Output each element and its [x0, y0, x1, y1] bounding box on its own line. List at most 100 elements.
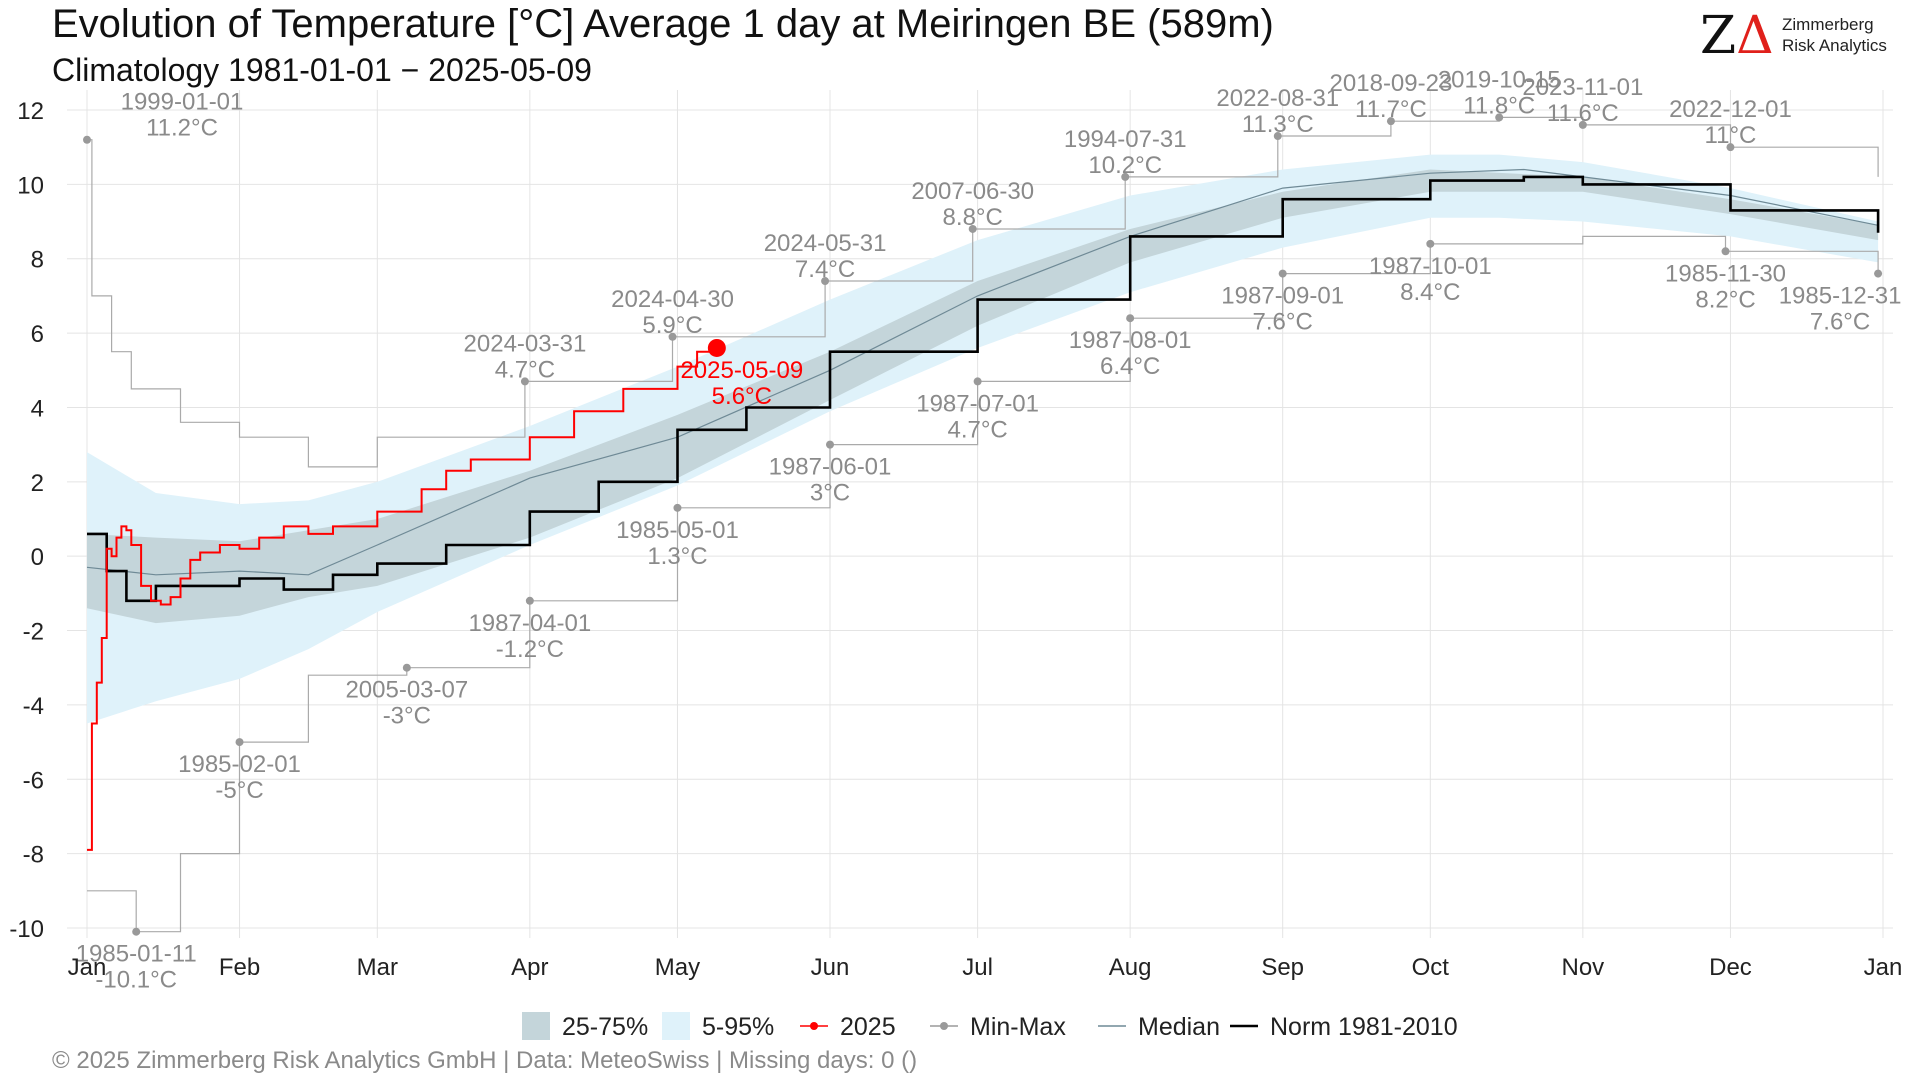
annotation-value: 4.7°C: [495, 356, 555, 383]
y-tick-label: -6: [23, 767, 44, 794]
annotation-value: -5°C: [215, 777, 263, 804]
annotation-value: -10.1°C: [95, 967, 177, 994]
annotation-value: 8.2°C: [1695, 286, 1755, 313]
x-tick-label: May: [655, 954, 700, 981]
annotation-date: 2025-05-09: [680, 357, 803, 384]
annotation-point: [402, 663, 411, 672]
annotation-date: 1987-06-01: [769, 454, 892, 481]
annotation-date: 1987-09-01: [1221, 283, 1344, 310]
y-tick-label: 12: [17, 98, 44, 125]
x-tick-label: Oct: [1412, 954, 1450, 981]
annotation-date: 2007-06-30: [911, 178, 1034, 205]
y-tick-label: -2: [23, 619, 44, 646]
legend-label: Min-Max: [970, 1013, 1066, 1040]
annotation-point: [520, 377, 529, 386]
annotation-point: [1426, 239, 1435, 248]
annotation-point: [132, 927, 141, 936]
annotation-date: 1985-02-01: [178, 751, 301, 778]
annotation-value: 4.7°C: [947, 416, 1007, 443]
x-tick-label: Mar: [357, 954, 398, 981]
annotation-point: [1121, 172, 1130, 181]
norm-line: [87, 175, 1880, 603]
annotation-date: 1987-10-01: [1369, 253, 1492, 280]
annotation-point: [673, 503, 682, 512]
legend-swatch: [662, 1012, 690, 1040]
annotation-value: 11.2°C: [146, 115, 218, 142]
y-tick-label: -10: [9, 916, 44, 943]
legend: 25-75% 5-95% 2025 Min-Max Median Norm 1981-20…: [522, 1012, 1458, 1040]
annotation-value: 11.7°C: [1355, 96, 1427, 123]
current-point: [707, 338, 726, 357]
y-tick-label: 0: [31, 544, 44, 571]
annotation-date: 2018-09-23: [1330, 70, 1453, 97]
annotation-date: 2022-12-01: [1669, 96, 1792, 123]
annotation-value: 7.6°C: [1810, 309, 1870, 336]
annotation-date: 1987-07-01: [916, 390, 1039, 417]
annotation-value: 8.4°C: [1400, 279, 1460, 306]
annotation-point: [235, 738, 244, 747]
annotation-point: [826, 440, 835, 449]
temperature-chart: 1999-01-0111.2°C2024-03-314.7°C2024-04-3…: [9, 66, 1902, 1040]
annotation-date: 1987-08-01: [1069, 327, 1192, 354]
legend-dot: [940, 1022, 948, 1030]
x-tick-label: Jan: [68, 954, 107, 981]
x-tick-label: Jan: [1864, 954, 1903, 981]
annotation-value: 1.3°C: [647, 543, 707, 570]
annotation-date: 1985-01-11: [76, 941, 197, 968]
y-tick-label: -4: [23, 693, 44, 720]
logo-name: Zimmerberg Risk Analytics: [1782, 15, 1887, 55]
annotation-point: [1578, 120, 1587, 129]
annotation-point: [821, 277, 830, 286]
annotation-value: 7.4°C: [795, 256, 855, 283]
legend-label: Norm 1981-2010: [1270, 1013, 1458, 1040]
annotation-labels: 1999-01-0111.2°C2024-03-314.7°C2024-04-3…: [76, 66, 1902, 993]
current-year-line: [87, 348, 718, 851]
x-tick-label: Jul: [962, 954, 993, 981]
annotation-point: [1126, 314, 1135, 323]
annotation-date: 2024-04-30: [611, 286, 734, 313]
annotation-point: [525, 596, 534, 605]
annotation-points: [83, 113, 1883, 936]
annotation-date: 2023-11-01: [1522, 74, 1643, 101]
x-tick-label: Nov: [1562, 954, 1605, 981]
y-tick-label: -8: [23, 842, 44, 869]
x-tick-label: Feb: [219, 954, 260, 981]
y-tick-label: 4: [31, 395, 44, 422]
annotation-value: 11.3°C: [1242, 111, 1314, 138]
annotation-value: 11.6°C: [1547, 100, 1619, 127]
annotation-date: 1987-04-01: [468, 610, 591, 637]
legend-swatch: [522, 1012, 550, 1040]
legend-label: 5-95%: [702, 1013, 774, 1040]
annotation-date: 2019-10-15: [1438, 66, 1561, 93]
annotation-value: 8.8°C: [943, 204, 1003, 231]
annotation-value: 11.8°C: [1463, 92, 1535, 119]
chart-title: Evolution of Temperature [°C] Average 1 …: [52, 2, 1274, 46]
annotation-value: 5.9°C: [642, 312, 702, 339]
annotation-date: 2005-03-07: [345, 677, 468, 704]
annotation-point: [1273, 132, 1282, 141]
x-tick-label: Aug: [1109, 954, 1152, 981]
legend-dot: [810, 1022, 818, 1030]
annotation-value: 10.2°C: [1088, 152, 1162, 179]
footer-credit: © 2025 Zimmerberg Risk Analytics GmbH | …: [52, 1047, 918, 1074]
annotation-point: [973, 377, 982, 386]
annotation-point: [1874, 269, 1883, 278]
annotation-value: 6.4°C: [1100, 353, 1160, 380]
y-tick-label: 10: [17, 172, 44, 199]
annotation-point: [83, 135, 91, 144]
annotation-point: [968, 224, 977, 233]
axis-labels: -10 -8 -6 -4 -2 0 2 4 6 8 10 12 Jan Feb Mar Apr May Jun Ju…: [9, 98, 1902, 981]
annotation-point: [1386, 117, 1395, 126]
percentile-bands: [87, 154, 1879, 724]
annotation-date: 2022-08-31: [1216, 85, 1339, 112]
annotation-date: 1999-01-01: [121, 89, 244, 116]
annotation-point: [1726, 143, 1735, 152]
annotation-point: [1278, 269, 1287, 278]
annotation-value: 7.6°C: [1253, 309, 1313, 336]
y-tick-label: 6: [31, 321, 44, 348]
annotation-value: 3°C: [810, 480, 850, 507]
annotation-date: 1985-11-30: [1665, 260, 1786, 287]
annotation-value: 11°C: [1705, 122, 1757, 149]
annotation-point: [668, 332, 677, 341]
annotation-value: 5.6°C: [712, 383, 772, 410]
